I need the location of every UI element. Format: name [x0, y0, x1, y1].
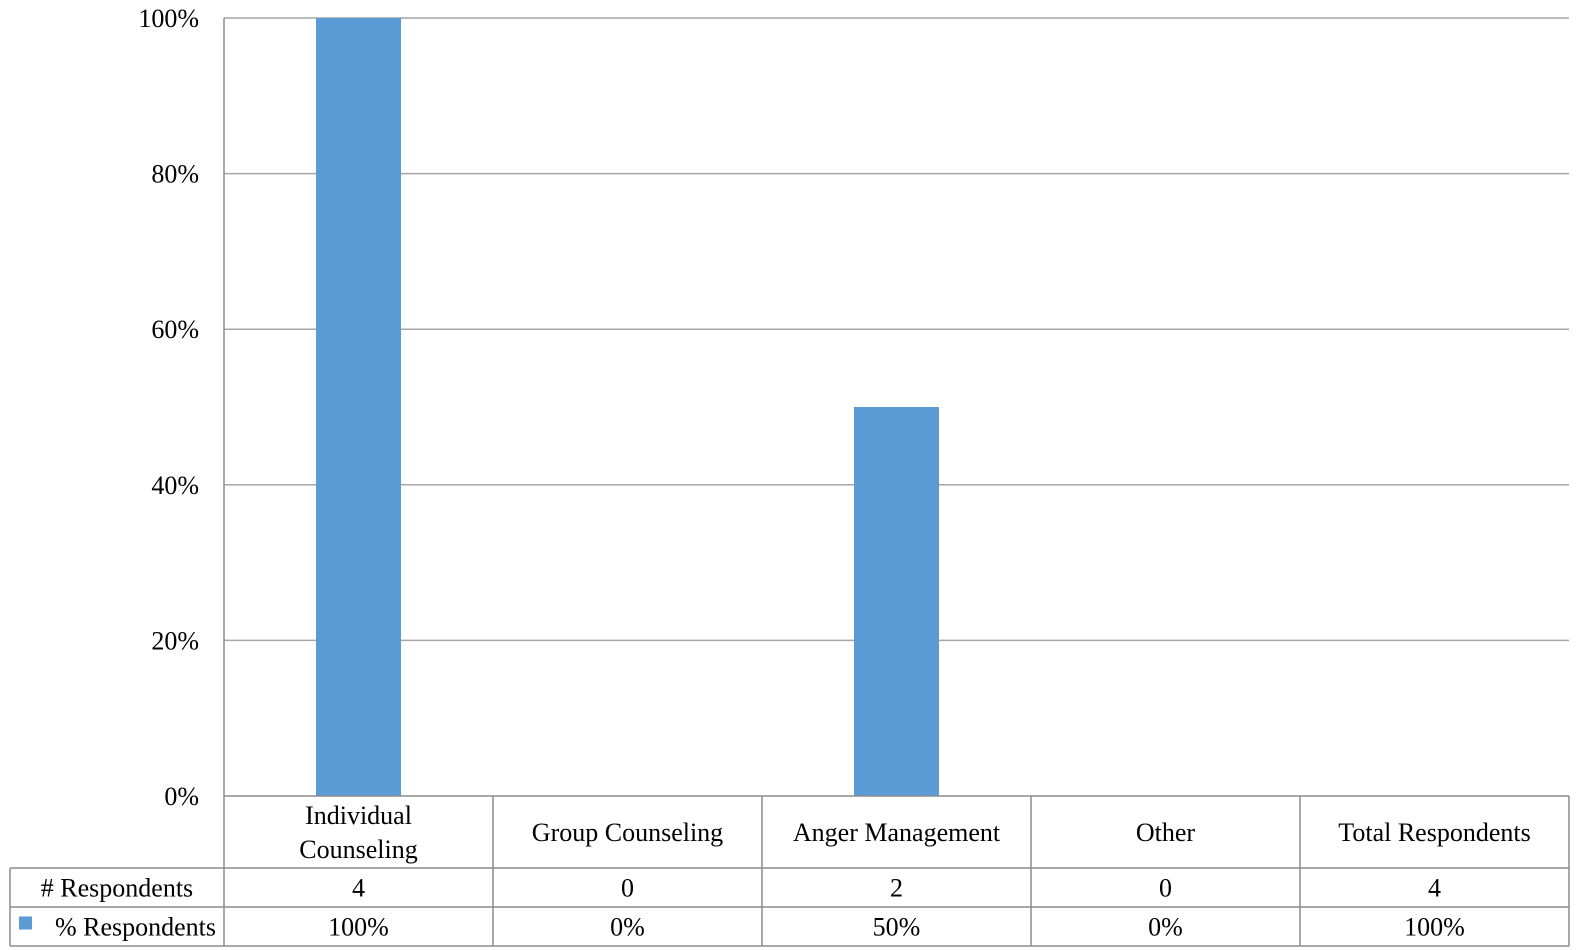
bar	[316, 18, 401, 796]
table-cell-value: 4	[1428, 874, 1441, 903]
table-cell-value: 4	[352, 874, 365, 903]
table-row-label: # Respondents	[41, 874, 193, 903]
table-cell-value: 0	[1159, 874, 1172, 903]
bars	[316, 18, 939, 796]
legend-key	[19, 916, 32, 930]
table-cell-value: 2	[890, 874, 903, 903]
y-axis-tick-labels: 0% 20% 40% 60% 80% 100%	[138, 4, 199, 811]
y-tick-label: 100%	[138, 4, 199, 33]
category-label: Group Counseling	[532, 818, 723, 847]
table-cell-value: 0	[621, 874, 634, 903]
table-cell-value: 50%	[873, 913, 921, 942]
category-labels: Individual Counseling Group Counseling Ange…	[299, 801, 1530, 864]
table-cell-value: 0%	[610, 913, 645, 942]
category-label: Other	[1136, 818, 1196, 847]
y-tick-label: 40%	[151, 471, 199, 500]
data-table: # Respondents 4 0 2 0 4 % Respondents 100% 0% 50%…	[9, 796, 1570, 947]
gridlines	[224, 17, 1569, 642]
y-tick-label: 0%	[164, 782, 199, 811]
table-cell-value: 100%	[328, 913, 389, 942]
table-cell-value: 0%	[1148, 913, 1183, 942]
y-tick-label: 80%	[151, 160, 199, 189]
category-label: Individual Counseling	[299, 801, 417, 864]
table-row-label: % Respondents	[55, 913, 216, 942]
y-tick-label: 60%	[151, 315, 199, 344]
category-label: Total Respondents	[1338, 818, 1530, 847]
category-label: Anger Management	[793, 818, 1001, 847]
bar	[854, 407, 939, 796]
axes	[223, 18, 1569, 797]
table-cell-value: 100%	[1404, 913, 1465, 942]
y-tick-label: 20%	[151, 626, 199, 655]
